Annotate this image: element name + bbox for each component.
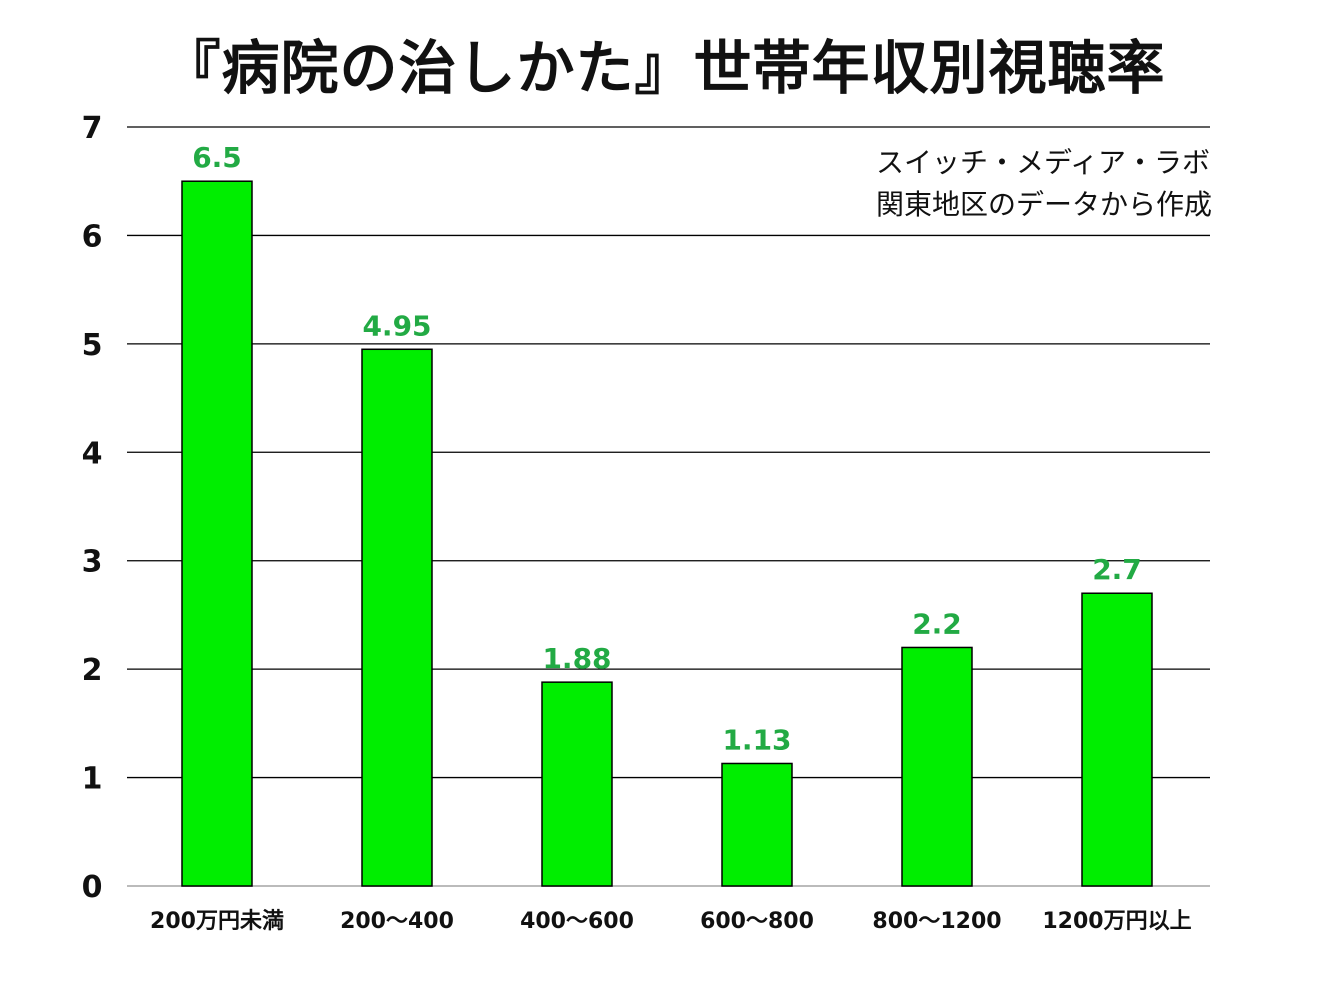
bar — [361, 348, 433, 887]
y-tick-label: 3 — [82, 545, 103, 580]
value-labels: 6.5 4.95 1.88 1.13 2.2 2.7 — [192, 141, 1142, 756]
x-tick-label: 200～400 — [340, 909, 454, 934]
bar — [721, 762, 793, 887]
data-label: 4.95 — [362, 309, 431, 342]
data-label: 1.13 — [722, 723, 791, 756]
x-axis-ticks: 200万円未満 200～400 400～600 600～800 800～1200 1200… — [150, 908, 1192, 934]
x-tick-label: 800～1200 — [872, 909, 1001, 934]
y-tick-label: 7 — [82, 111, 103, 146]
source-note-line: 関東地区のデータから作成 — [876, 188, 1213, 221]
y-tick-label: 0 — [82, 870, 103, 905]
data-label: 1.88 — [542, 642, 611, 675]
x-tick-label: 600～800 — [700, 909, 814, 934]
y-axis-ticks: 0 1 2 3 4 5 6 7 — [82, 111, 103, 905]
bar — [541, 681, 613, 887]
data-label: 6.5 — [192, 141, 242, 174]
x-tick-label: 1200万円以上 — [1042, 909, 1191, 934]
source-note-line: スイッチ・メディア・ラボ — [876, 146, 1211, 179]
y-tick-label: 2 — [82, 653, 103, 688]
bar — [181, 180, 253, 887]
bar — [901, 646, 973, 887]
gridlines — [127, 126, 1210, 887]
data-label: 2.7 — [1092, 553, 1142, 586]
y-tick-label: 4 — [82, 436, 103, 471]
chart-title: 『病院の治しかた』世帯年収別視聴率 — [162, 34, 1166, 102]
data-label: 2.2 — [912, 607, 962, 640]
y-tick-label: 6 — [82, 219, 103, 254]
source-note: スイッチ・メディア・ラボ 関東地区のデータから作成 — [876, 142, 1212, 226]
y-tick-label: 1 — [82, 762, 103, 797]
x-tick-label: 400～600 — [520, 909, 634, 934]
x-tick-label: 200万円未満 — [150, 908, 284, 934]
bar — [1081, 592, 1153, 887]
y-tick-label: 5 — [82, 328, 103, 363]
bars — [181, 180, 1153, 887]
